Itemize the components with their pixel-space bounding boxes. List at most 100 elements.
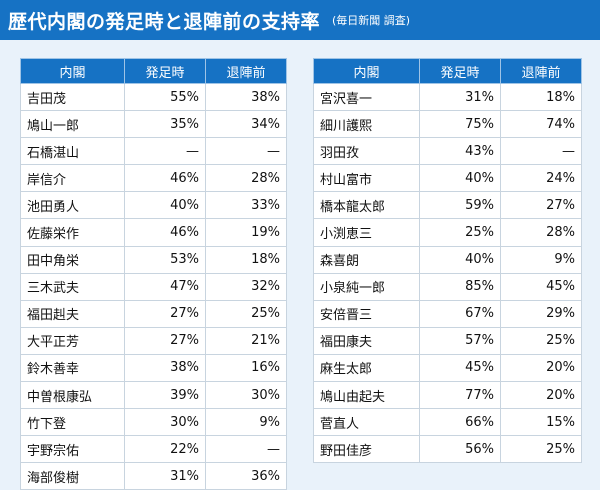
end-approval-cell: 24% xyxy=(500,164,582,193)
table-row: 池田勇人 40% 33% xyxy=(20,191,287,220)
end-approval-cell: — xyxy=(205,137,287,166)
header-row: 内閣 発足時 退陣前 xyxy=(20,58,287,84)
start-approval-cell: 38% xyxy=(124,353,206,383)
column-header-end: 退陣前 xyxy=(205,58,287,84)
start-approval-cell: 27% xyxy=(124,299,206,328)
start-approval-cell: 59% xyxy=(419,191,501,220)
cabinet-name-cell: 大平正芳 xyxy=(20,326,125,355)
cabinet-name-cell: 羽田孜 xyxy=(313,137,420,166)
table-row: 宇野宗佑 22% — xyxy=(20,435,287,464)
cabinet-name-cell: 田中角栄 xyxy=(20,245,125,274)
column-header-start: 発足時 xyxy=(419,58,501,84)
cabinet-name-cell: 海部俊樹 xyxy=(20,462,125,490)
end-approval-cell: 28% xyxy=(500,218,582,247)
table-row: 安倍晋三 67% 29% xyxy=(313,299,582,328)
start-approval-cell: 53% xyxy=(124,245,206,274)
table-row: 大平正芳 27% 21% xyxy=(20,326,287,355)
table-row: 小渕恵三 25% 28% xyxy=(313,218,582,247)
end-approval-cell: 27% xyxy=(500,191,582,220)
start-approval-cell: 46% xyxy=(124,164,206,193)
end-approval-cell: 20% xyxy=(500,353,582,383)
column-header-start: 発足時 xyxy=(124,58,206,84)
column-header-end: 退陣前 xyxy=(500,58,582,84)
cabinet-name-cell: 佐藤栄作 xyxy=(20,218,125,247)
table-row: 田中角栄 53% 18% xyxy=(20,245,287,274)
cabinet-name-cell: 竹下登 xyxy=(20,408,125,437)
cabinet-name-cell: 池田勇人 xyxy=(20,191,125,220)
cabinet-name-cell: 石橋湛山 xyxy=(20,137,125,166)
end-approval-cell: 34% xyxy=(205,110,287,139)
start-approval-cell: 85% xyxy=(419,272,501,301)
end-approval-cell: 25% xyxy=(500,435,582,464)
cabinet-name-cell: 岸信介 xyxy=(20,164,125,193)
source-note: (毎日新聞 調査) xyxy=(332,14,411,27)
table-row: 羽田孜 43% — xyxy=(313,137,582,166)
end-approval-cell: 25% xyxy=(205,299,287,328)
start-approval-cell: 40% xyxy=(419,245,501,274)
page-title: 歴代内閣の発足時と退陣前の支持率 xyxy=(8,10,321,33)
end-approval-cell: 9% xyxy=(205,408,287,437)
cabinet-name-cell: 小泉純一郎 xyxy=(313,272,420,301)
table-row: 吉田茂 55% 38% xyxy=(20,82,287,112)
start-approval-cell: 55% xyxy=(124,82,206,112)
start-approval-cell: 46% xyxy=(124,218,206,247)
cabinet-name-cell: 宮沢喜一 xyxy=(313,82,420,112)
start-approval-cell: 35% xyxy=(124,110,206,139)
cabinet-name-cell: 麻生太郎 xyxy=(313,353,420,383)
table-row: 福田赳夫 27% 25% xyxy=(20,299,287,328)
cabinet-name-cell: 吉田茂 xyxy=(20,82,125,112)
cabinet-name-cell: 細川護熙 xyxy=(313,110,420,139)
end-approval-cell: 74% xyxy=(500,110,582,139)
table-row: 中曽根康弘 39% 30% xyxy=(20,381,287,410)
end-approval-cell: 38% xyxy=(205,82,287,112)
start-approval-cell: 67% xyxy=(419,299,501,328)
header-row: 内閣 発足時 退陣前 xyxy=(313,58,582,84)
start-approval-cell: 25% xyxy=(419,218,501,247)
end-approval-cell: 29% xyxy=(500,299,582,328)
start-approval-cell: 45% xyxy=(419,353,501,383)
start-approval-cell: 27% xyxy=(124,326,206,355)
start-approval-cell: 56% xyxy=(419,435,501,464)
cabinet-name-cell: 村山富市 xyxy=(313,164,420,193)
cabinet-name-cell: 安倍晋三 xyxy=(313,299,420,328)
end-approval-cell: 36% xyxy=(205,462,287,490)
end-approval-cell: 19% xyxy=(205,218,287,247)
start-approval-cell: 57% xyxy=(419,326,501,355)
end-approval-cell: 28% xyxy=(205,164,287,193)
table-row: 宮沢喜一 31% 18% xyxy=(313,82,582,112)
table-row: 竹下登 30% 9% xyxy=(20,408,287,437)
cabinet-name-cell: 中曽根康弘 xyxy=(20,381,125,410)
table-row: 麻生太郎 45% 20% xyxy=(313,353,582,383)
approval-table-right: 内閣 発足時 退陣前 宮沢喜一 31% 18% 細川護熙 75% 74% 羽田孜 43% — 村山… xyxy=(313,58,582,464)
table-row: 菅直人 66% 15% xyxy=(313,408,582,437)
table-row: 野田佳彦 56% 25% xyxy=(313,435,582,464)
end-approval-cell: 15% xyxy=(500,408,582,437)
cabinet-name-cell: 鳩山由起夫 xyxy=(313,381,420,410)
table-row: 森喜朗 40% 9% xyxy=(313,245,582,274)
cabinet-name-cell: 野田佳彦 xyxy=(313,435,420,464)
cabinet-name-cell: 橋本龍太郎 xyxy=(313,191,420,220)
start-approval-cell: 40% xyxy=(419,164,501,193)
approval-table-left: 内閣 発足時 退陣前 吉田茂 55% 38% 鳩山一郎 35% 34% 石橋湛山 — — 岸信介 4… xyxy=(20,58,287,490)
cabinet-name-cell: 小渕恵三 xyxy=(313,218,420,247)
table-row: 福田康夫 57% 25% xyxy=(313,326,582,355)
table-row: 橋本龍太郎 59% 27% xyxy=(313,191,582,220)
table-row: 鈴木善幸 38% 16% xyxy=(20,353,287,383)
title-bar: 歴代内閣の発足時と退陣前の支持率 (毎日新聞 調査) xyxy=(0,0,600,40)
table-row: 岸信介 46% 28% xyxy=(20,164,287,193)
cabinet-name-cell: 菅直人 xyxy=(313,408,420,437)
end-approval-cell: 21% xyxy=(205,326,287,355)
cabinet-name-cell: 福田赳夫 xyxy=(20,299,125,328)
cabinet-name-cell: 福田康夫 xyxy=(313,326,420,355)
table-row: 細川護熙 75% 74% xyxy=(313,110,582,139)
end-approval-cell: 18% xyxy=(500,82,582,112)
start-approval-cell: 22% xyxy=(124,435,206,464)
end-approval-cell: 20% xyxy=(500,381,582,410)
cabinet-name-cell: 森喜朗 xyxy=(313,245,420,274)
start-approval-cell: 31% xyxy=(419,82,501,112)
end-approval-cell: 32% xyxy=(205,272,287,301)
cabinet-name-cell: 三木武夫 xyxy=(20,272,125,301)
start-approval-cell: 47% xyxy=(124,272,206,301)
end-approval-cell: — xyxy=(205,435,287,464)
end-approval-cell: 25% xyxy=(500,326,582,355)
